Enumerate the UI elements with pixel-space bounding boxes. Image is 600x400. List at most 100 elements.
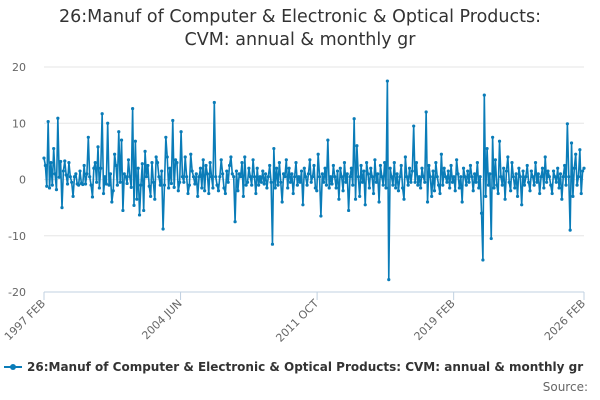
data-point[interactable] — [93, 161, 97, 165]
data-point[interactable] — [521, 169, 525, 173]
data-point[interactable] — [446, 169, 450, 173]
data-point[interactable] — [65, 182, 70, 186]
data-point[interactable] — [179, 130, 183, 134]
data-point[interactable] — [409, 180, 413, 184]
data-point[interactable] — [234, 169, 239, 173]
data-point[interactable] — [117, 130, 121, 134]
data-point[interactable] — [558, 172, 563, 176]
data-point[interactable] — [316, 152, 320, 156]
data-point[interactable] — [338, 166, 342, 170]
data-point[interactable] — [125, 181, 129, 186]
data-point[interactable] — [122, 172, 126, 176]
data-point[interactable] — [229, 155, 233, 159]
data-point[interactable] — [147, 184, 151, 188]
data-point[interactable] — [556, 166, 560, 170]
data-point[interactable] — [111, 189, 115, 193]
data-point[interactable] — [291, 191, 295, 196]
data-point[interactable] — [286, 186, 290, 190]
data-point[interactable] — [351, 183, 355, 187]
data-point[interactable] — [290, 172, 294, 176]
data-point[interactable] — [190, 169, 194, 173]
data-point[interactable] — [281, 172, 286, 176]
data-point[interactable] — [132, 203, 136, 207]
data-point[interactable] — [45, 184, 49, 188]
data-point[interactable] — [209, 175, 214, 179]
data-point[interactable] — [344, 180, 348, 184]
data-point[interactable] — [419, 186, 423, 190]
data-point[interactable] — [64, 173, 68, 177]
data-point[interactable] — [133, 139, 137, 143]
data-point[interactable] — [104, 182, 108, 186]
data-point[interactable] — [226, 180, 230, 184]
data-point[interactable] — [243, 155, 247, 159]
data-point[interactable] — [61, 169, 65, 173]
data-point[interactable] — [142, 208, 146, 213]
data-point[interactable] — [500, 183, 504, 187]
data-point[interactable] — [545, 180, 549, 184]
data-point[interactable] — [155, 161, 160, 165]
data-point[interactable] — [167, 186, 171, 190]
data-point[interactable] — [389, 175, 394, 179]
data-point[interactable] — [576, 175, 581, 179]
data-point[interactable] — [356, 175, 360, 179]
data-point[interactable] — [295, 183, 299, 187]
data-point[interactable] — [412, 124, 416, 128]
data-point[interactable] — [78, 169, 82, 173]
data-point[interactable] — [401, 186, 405, 190]
data-point[interactable] — [424, 110, 428, 114]
data-point[interactable] — [50, 183, 54, 187]
data-point[interactable] — [227, 163, 232, 168]
data-point[interactable] — [403, 155, 407, 159]
data-point[interactable] — [154, 155, 158, 159]
data-point[interactable] — [430, 194, 434, 198]
data-point[interactable] — [319, 214, 323, 218]
data-point[interactable] — [47, 186, 52, 190]
data-point[interactable] — [203, 189, 207, 193]
data-point[interactable] — [218, 175, 222, 179]
data-point[interactable] — [517, 166, 521, 170]
data-point[interactable] — [258, 175, 262, 179]
data-point[interactable] — [334, 186, 338, 190]
data-point[interactable] — [327, 186, 331, 190]
data-point[interactable] — [518, 175, 522, 179]
data-point[interactable] — [197, 175, 201, 179]
data-point[interactable] — [180, 175, 185, 179]
data-point[interactable] — [315, 189, 319, 193]
data-point[interactable] — [371, 191, 376, 196]
data-point[interactable] — [250, 183, 254, 187]
data-point[interactable] — [479, 211, 484, 215]
data-point[interactable] — [165, 155, 169, 159]
data-point[interactable] — [520, 203, 524, 207]
data-point[interactable] — [335, 169, 340, 173]
data-point[interactable] — [245, 180, 250, 184]
data-point[interactable] — [385, 79, 389, 83]
data-point[interactable] — [110, 200, 114, 204]
data-point[interactable] — [398, 175, 402, 179]
data-point[interactable] — [407, 166, 412, 170]
data-point[interactable] — [178, 180, 182, 184]
data-point[interactable] — [233, 220, 237, 224]
data-point[interactable] — [421, 175, 425, 179]
data-point[interactable] — [477, 186, 481, 190]
data-point[interactable] — [143, 149, 147, 153]
data-point[interactable] — [239, 175, 243, 179]
data-point[interactable] — [187, 183, 191, 187]
data-point[interactable] — [488, 172, 492, 176]
data-point[interactable] — [435, 175, 439, 179]
data-point[interactable] — [348, 175, 352, 179]
data-point[interactable] — [506, 155, 510, 159]
data-point[interactable] — [387, 278, 391, 282]
data-point[interactable] — [113, 152, 117, 156]
data-point[interactable] — [377, 200, 381, 204]
data-point[interactable] — [115, 183, 119, 187]
data-point[interactable] — [172, 185, 176, 189]
data-point[interactable] — [502, 166, 506, 170]
data-point[interactable] — [299, 169, 304, 173]
data-point[interactable] — [205, 172, 209, 176]
data-point[interactable] — [369, 166, 373, 170]
data-point[interactable] — [288, 180, 293, 184]
data-point[interactable] — [320, 172, 324, 176]
data-point[interactable] — [317, 175, 322, 179]
data-point[interactable] — [450, 180, 455, 184]
data-point[interactable] — [171, 118, 175, 123]
